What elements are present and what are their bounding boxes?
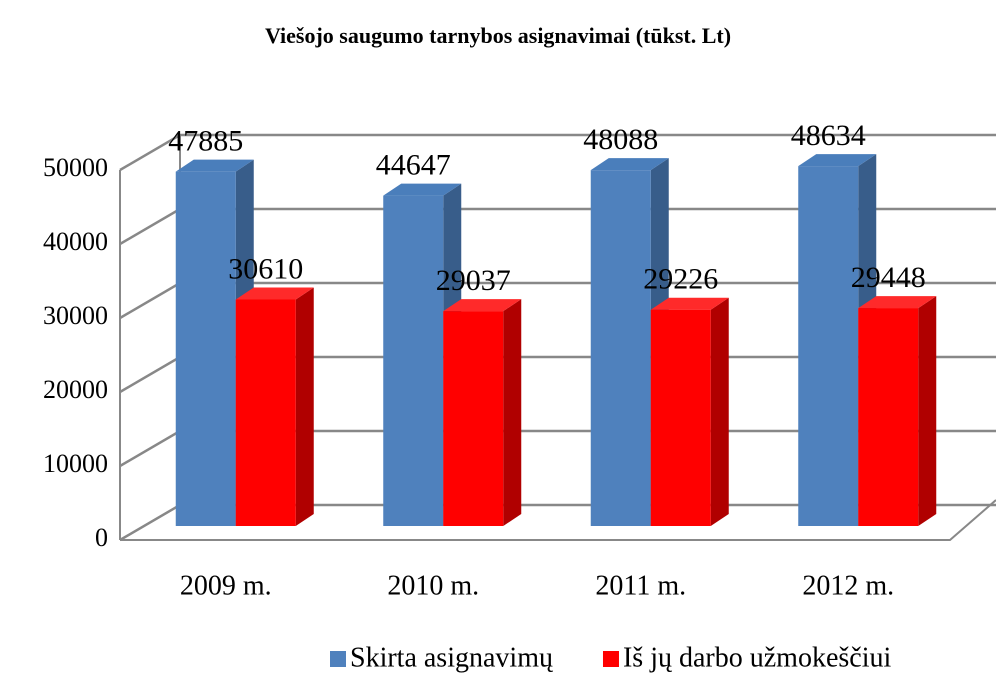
data-label: 30610	[228, 252, 303, 285]
bar-top	[235, 287, 314, 300]
x-tick-label: 2011 m.	[595, 570, 686, 601]
bar-side	[710, 297, 729, 526]
x-tick-label: 2009 m.	[180, 570, 272, 601]
bar	[650, 309, 711, 526]
legend-swatch	[330, 651, 346, 667]
x-tick-label: 2012 m.	[802, 570, 894, 601]
bar	[383, 195, 444, 527]
data-label: 29226	[643, 263, 718, 296]
y-tick-label: 50000	[43, 153, 108, 182]
bar	[858, 308, 919, 526]
data-label: 29037	[436, 264, 511, 297]
bar	[175, 171, 236, 526]
data-label: 47885	[168, 125, 243, 158]
bar-top	[590, 158, 669, 171]
bar	[235, 299, 296, 526]
data-label: 29448	[851, 261, 926, 294]
bar-top	[798, 154, 877, 167]
legend-swatch	[602, 651, 619, 667]
data-label: 48088	[583, 123, 658, 156]
data-label: 48634	[791, 119, 866, 152]
x-tick-label: 2010 m.	[387, 570, 479, 601]
bar-side	[918, 296, 937, 526]
grid-line	[119, 133, 996, 172]
bar-top	[443, 299, 522, 312]
y-tick-label: 30000	[43, 301, 108, 330]
y-tick-label: 40000	[43, 227, 108, 256]
y-tick-label: 20000	[43, 375, 108, 404]
chart-title: Viešojo saugumo tarnybos asignavimai (tū…	[265, 23, 731, 48]
bar-side	[295, 287, 314, 526]
bar-top	[650, 297, 729, 310]
bar-top	[383, 183, 462, 196]
legend-label: Skirta asignavimų	[350, 642, 554, 673]
bar	[443, 311, 504, 526]
bar-top	[175, 159, 254, 172]
bar-side	[503, 299, 522, 526]
data-label: 44647	[376, 149, 451, 182]
bar	[590, 170, 651, 526]
y-tick-label: 10000	[43, 449, 108, 478]
y-tick-label: 0	[95, 523, 108, 552]
bar-top	[858, 296, 937, 309]
legend-label: Iš jų darbo užmokeščiui	[623, 642, 891, 673]
bar	[798, 166, 859, 526]
